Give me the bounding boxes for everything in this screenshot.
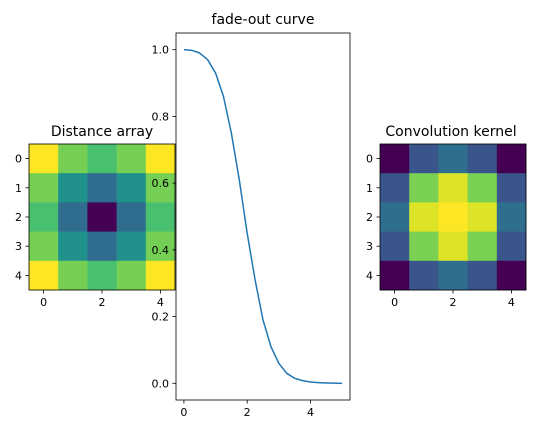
x-tick-label: 2	[99, 296, 106, 309]
heatmap-cell	[29, 260, 59, 291]
y-tick-label: 3	[15, 240, 22, 253]
heatmap-cell	[438, 144, 468, 174]
heatmap-cell	[58, 202, 88, 232]
heatmap-cell	[467, 202, 498, 232]
y-tick-label: 1	[15, 182, 22, 195]
heatmap-cell	[438, 231, 468, 262]
axes-frame	[175, 32, 351, 401]
x-tick-label: 0	[40, 296, 47, 309]
convolution-kernel-heatmap: Convolution kernel 0 2 4 0 1 2 3 4	[366, 124, 527, 309]
heatmap-cell	[58, 231, 88, 262]
fade-out-curve-title: fade-out curve	[212, 12, 315, 28]
y-tick-label: 4	[366, 269, 373, 282]
y-tick-label: 0.0	[152, 377, 170, 390]
heatmap-cell	[496, 144, 527, 174]
heatmap-cell	[467, 173, 498, 203]
heatmap-cell	[116, 202, 147, 232]
heatmap-cell	[438, 202, 468, 232]
x-tick-label: 2	[450, 296, 457, 309]
heatmap-cell	[409, 231, 439, 262]
heatmap-cell	[409, 144, 439, 174]
heatmap-cell	[145, 144, 176, 174]
heatmap-cell	[58, 144, 88, 174]
y-tick-label: 2	[366, 211, 373, 224]
convolution-kernel-title: Convolution kernel	[385, 124, 516, 140]
heatmap-cell	[29, 202, 59, 232]
heatmap-cell	[87, 202, 117, 232]
y-tick-label: 1	[366, 182, 373, 195]
heatmap-cell	[467, 260, 498, 291]
y-tick-label: 0.8	[152, 110, 170, 123]
heatmap-cell	[145, 260, 176, 291]
heatmap-cell	[116, 231, 147, 262]
y-tick-label: 2	[15, 211, 22, 224]
y-tick-label: 1.0	[152, 44, 170, 57]
heatmap-cell	[496, 173, 527, 203]
y-tick-label: 0	[366, 153, 373, 166]
heatmap-cell	[380, 231, 410, 262]
heatmap-cell	[496, 231, 527, 262]
heatmap-cell	[145, 173, 176, 203]
y-tick-label: 0.2	[152, 311, 170, 324]
distance-array-heatmap: Distance array 0 2 4 0 1 2 3 4	[15, 124, 176, 309]
heatmap-cell	[29, 231, 59, 262]
heatmap-cell	[409, 202, 439, 232]
heatmap-cell	[116, 173, 147, 203]
heatmap-cell	[467, 231, 498, 262]
heatmap-cell	[496, 260, 527, 291]
heatmap-cell	[496, 202, 527, 232]
x-tick-label: 4	[157, 296, 164, 309]
heatmap-cell	[145, 202, 176, 232]
x-tick-label: 0	[391, 296, 398, 309]
heatmap-cell	[409, 260, 439, 291]
x-tick-label: 4	[508, 296, 515, 309]
y-tick-label: 4	[15, 269, 22, 282]
y-tick-label: 0.6	[152, 177, 170, 190]
heatmap-cell	[58, 260, 88, 291]
heatmap-cell	[29, 173, 59, 203]
heatmap-cell	[58, 173, 88, 203]
heatmap-cell	[87, 173, 117, 203]
heatmap-cell	[438, 173, 468, 203]
heatmap-cell	[87, 260, 117, 291]
heatmap-cell	[116, 260, 147, 291]
heatmap-cell	[438, 260, 468, 291]
fade-out-curve-chart: fade-out curve 0 2 4 0.0 0.2 0.4 0.6 0.8 1.0	[152, 12, 351, 419]
heatmap-cell	[116, 144, 147, 174]
heatmap-cell	[409, 173, 439, 203]
series-line	[183, 48, 343, 385]
distance-array-title: Distance array	[51, 124, 153, 140]
y-tick-label: 0	[15, 153, 22, 166]
y-tick-label: 3	[366, 240, 373, 253]
x-tick-label: 2	[244, 406, 251, 419]
heatmap-cell	[380, 144, 410, 174]
heatmap-cell	[380, 202, 410, 232]
heatmap-cell	[145, 231, 176, 262]
y-tick-label: 0.4	[152, 244, 170, 257]
heatmap-cell	[380, 260, 410, 291]
heatmap-cell	[467, 144, 498, 174]
heatmap-cell	[87, 231, 117, 262]
x-tick-label: 0	[180, 406, 187, 419]
heatmap-cell	[87, 144, 117, 174]
heatmap-cell	[380, 173, 410, 203]
heatmap-cell	[29, 144, 59, 174]
x-tick-label: 4	[307, 406, 314, 419]
